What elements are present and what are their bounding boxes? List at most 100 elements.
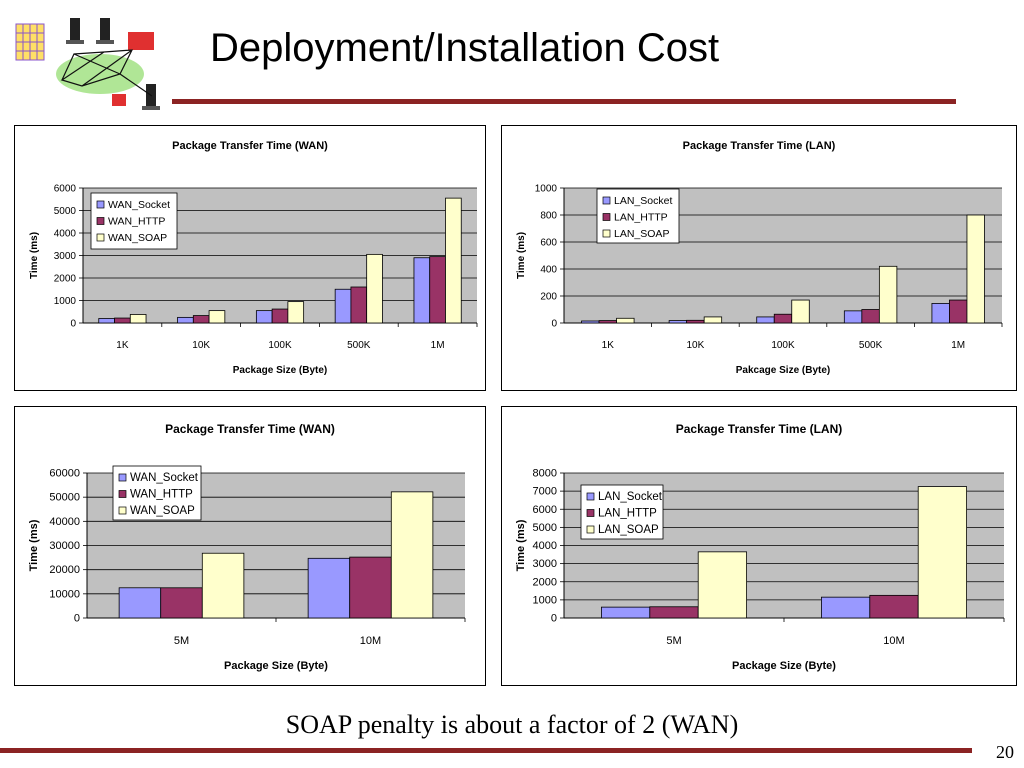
y-tick-label: 200 (540, 292, 557, 303)
grid-node-icon (15, 23, 45, 61)
y-tick-label: 2000 (54, 274, 77, 285)
bar-wan-http-5m (160, 587, 203, 619)
chart-lan-large: Package Transfer Time (LAN) 0 1000 2000 3000… (515, 422, 1005, 672)
x-tick-label: 500K (347, 340, 371, 351)
bar-wan-socket-1k (98, 318, 115, 324)
x-tick-label: 500K (859, 340, 883, 351)
y-axis-label: Time (ms) (515, 519, 527, 571)
y-tick-label: 5000 (533, 522, 557, 534)
x-tick-label: 100K (771, 340, 795, 351)
x-tick-label: 1K (602, 340, 615, 351)
y-tick-label: 6000 (54, 184, 77, 195)
x-tick-label: 10K (687, 340, 705, 351)
x-tick-label: 10K (192, 340, 210, 351)
chart-lan-small: Package Transfer Time (LAN) 0 200 400 600 800… (516, 140, 1003, 376)
x-axis-label: Pakcage Size (Byte) (736, 365, 831, 376)
y-tick-label: 0 (70, 319, 76, 330)
y-tick-label: 600 (540, 238, 557, 249)
bar-lan-socket-10m (820, 596, 871, 619)
bar-lan-soap-10m (917, 486, 968, 619)
legend-label: WAN_HTTP (130, 489, 193, 501)
legend-swatch (586, 525, 595, 534)
bar-lan-soap-500k (878, 265, 898, 324)
legend-label: WAN_Socket (108, 199, 170, 211)
bar-wan-http-10k (192, 315, 210, 324)
legend-label: LAN_SOAP (614, 228, 669, 240)
router-icon (112, 32, 154, 106)
y-tick-label: 1000 (535, 184, 558, 195)
x-tick-label: 1K (116, 340, 129, 351)
bar-lan-socket-5m (601, 606, 651, 619)
chart-title: Package Transfer Time (WAN) (165, 422, 335, 436)
bar-wan-http-1k (114, 317, 131, 324)
bar-lan-soap-1k (616, 317, 635, 324)
slide-title: Deployment/Installation Cost (210, 26, 720, 70)
x-tick-label: 1M (951, 340, 965, 351)
chart-panel-lan-small: Package Transfer Time (LAN) 0 200 400 600 800… (501, 125, 1017, 391)
chart-wan-large: Package Transfer Time (WAN) 0 10000 20000 30… (28, 422, 466, 672)
bar-lan-http-500k (861, 309, 880, 324)
x-tick-label: 5M (174, 635, 189, 647)
bar-wan-socket-10m (307, 557, 351, 619)
bar-wan-http-500k (350, 286, 368, 324)
bar-wan-soap-1m (445, 197, 462, 324)
legend-swatch (602, 196, 611, 205)
y-tick-label: 10000 (49, 588, 80, 600)
y-tick-label: 20000 (49, 564, 80, 576)
x-tick-label: 5M (666, 635, 681, 647)
bar-lan-socket-100k (756, 316, 775, 324)
bar-lan-http-1m (949, 299, 968, 324)
bar-lan-http-10m (869, 594, 919, 619)
bar-wan-soap-500k (366, 253, 383, 324)
legend-swatch (586, 492, 595, 501)
legend-swatch (96, 233, 105, 242)
legend-box (580, 484, 664, 540)
legend-label: LAN_Socket (598, 491, 663, 503)
bar-lan-soap-100k (791, 299, 810, 324)
bar-wan-soap-5m (201, 552, 245, 619)
page-number: 20 (996, 742, 1014, 762)
bar-wan-socket-1m (413, 257, 431, 324)
y-tick-label: 0 (551, 319, 557, 330)
y-tick-label: 4000 (54, 229, 77, 240)
chart-panel-wan-small: Package Transfer Time (WAN) 0 1000 2000 3000… (14, 125, 486, 391)
y-tick-label: 4000 (533, 540, 557, 552)
legend-label: LAN_HTTP (614, 212, 668, 224)
legend-swatch (118, 506, 127, 515)
y-tick-label: 1000 (54, 296, 77, 307)
bar-lan-soap-5m (697, 551, 747, 619)
x-axis-label: Package Size (Byte) (233, 365, 328, 376)
legend-label: LAN_SOAP (598, 524, 659, 536)
bar-lan-http-5m (649, 606, 699, 619)
chart-wan-small: Package Transfer Time (WAN) 0 1000 2000 3000… (29, 140, 478, 376)
legend-box (90, 192, 178, 250)
bar-wan-socket-5m (118, 587, 162, 619)
legend-swatch (96, 200, 105, 209)
legend-label: LAN_Socket (614, 195, 672, 207)
bar-wan-soap-10k (208, 310, 226, 324)
y-tick-label: 40000 (49, 516, 80, 528)
bar-lan-soap-1m (966, 214, 985, 324)
y-tick-label: 30000 (49, 540, 80, 552)
x-tick-label: 100K (268, 340, 292, 351)
legend-label: WAN_SOAP (108, 232, 167, 244)
y-tick-label: 50000 (49, 492, 80, 504)
bar-wan-socket-10k (177, 316, 194, 324)
slide-caption: SOAP penalty is about a factor of 2 (WAN… (285, 710, 739, 739)
bar-wan-http-100k (271, 308, 289, 324)
bar-lan-socket-1k (581, 320, 600, 324)
bar-wan-http-1m (429, 256, 446, 324)
x-tick-label: 10M (883, 635, 904, 647)
legend-box (112, 465, 202, 521)
y-axis-label: Time (ms) (28, 519, 40, 571)
legend-label: WAN_SOAP (130, 505, 195, 517)
bar-wan-socket-100k (255, 310, 273, 324)
y-tick-label: 0 (551, 613, 557, 625)
bar-wan-http-10m (349, 556, 392, 619)
legend-swatch (602, 229, 611, 238)
legend-swatch (96, 217, 105, 225)
legend-swatch (602, 213, 611, 221)
legend-label: LAN_HTTP (598, 508, 657, 520)
network-cloud-icon (56, 49, 153, 97)
y-axis-label: Time (ms) (29, 232, 40, 279)
